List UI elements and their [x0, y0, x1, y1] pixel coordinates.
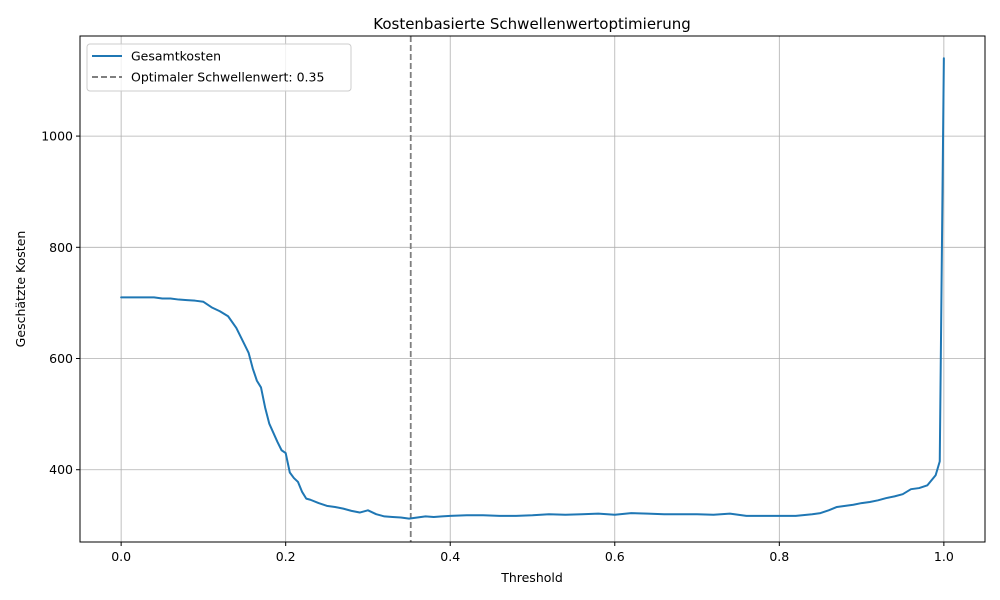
series-line-gesamtkosten	[120, 57, 945, 520]
y-tick-label: 600	[49, 351, 73, 366]
legend-label-optimal-threshold: Optimaler Schwellenwert: 0.35	[131, 70, 324, 85]
x-tick-label: 0.2	[276, 549, 296, 564]
x-axis-label: Threshold	[500, 570, 563, 585]
y-axis-label: Geschätzte Kosten	[13, 231, 28, 348]
y-tick-label: 1000	[41, 129, 73, 144]
chart-title: Kostenbasierte Schwellenwertoptimierung	[373, 15, 691, 33]
y-tick-label: 800	[49, 240, 73, 255]
y-axis-ticks: 400 600 800 1000	[41, 129, 80, 477]
legend-label-gesamtkosten: Gesamtkosten	[131, 49, 221, 64]
x-tick-label: 0.4	[440, 549, 460, 564]
x-axis-ticks: 0.0 0.2 0.4 0.6 0.8 1.0	[111, 542, 954, 564]
x-tick-label: 0.0	[111, 549, 131, 564]
x-tick-label: 0.6	[605, 549, 625, 564]
y-tick-label: 400	[49, 462, 73, 477]
grid	[80, 36, 985, 542]
x-tick-label: 0.8	[769, 549, 789, 564]
plot-frame	[79, 35, 986, 543]
x-tick-label: 1.0	[934, 549, 954, 564]
series-layer	[120, 57, 945, 520]
legend: Gesamtkosten Optimaler Schwellenwert: 0.…	[86, 43, 352, 92]
legend-box	[86, 43, 352, 92]
